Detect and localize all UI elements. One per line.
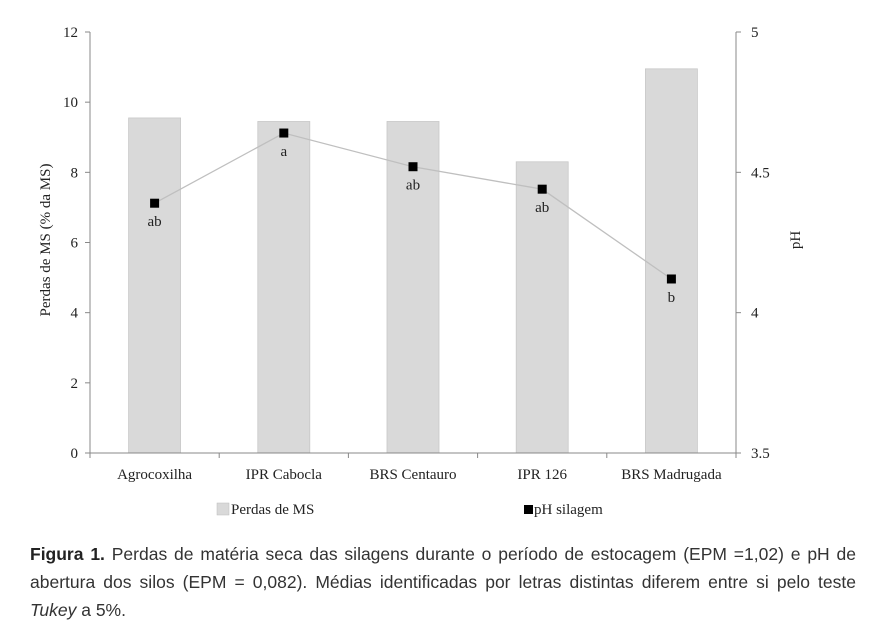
legend-swatch-bar — [216, 502, 230, 516]
legend-swatch-line — [524, 505, 533, 514]
y-tick-label: 0 — [71, 446, 79, 462]
x-tick-label: BRS Madrugada — [621, 467, 722, 483]
ph-line-layer: ab a ab ab b — [148, 128, 676, 306]
ph-point-label: ab — [148, 214, 162, 230]
y-axis-label: Perdas de MS (% da MS) — [38, 164, 54, 317]
figure-caption: Figura 1. Perdas de matéria seca das sil… — [30, 540, 856, 624]
ph-point — [666, 274, 676, 284]
ph-point-label: ab — [535, 200, 549, 216]
caption-italic: Tukey — [30, 600, 77, 620]
bars-layer — [128, 68, 698, 454]
x-tick-label: IPR Cabocla — [246, 467, 323, 483]
bar-perdas-ms — [128, 117, 182, 454]
bar-perdas-ms — [257, 121, 311, 454]
legend-label-bar: Perdas de MS — [231, 502, 314, 518]
x-tick-label: Agrocoxilha — [117, 467, 192, 483]
y2-tick-label: 4.5 — [751, 165, 770, 181]
y2-tick-label: 5 — [751, 25, 759, 41]
ph-point-label: ab — [406, 178, 420, 194]
ph-point-label: a — [280, 144, 287, 160]
y-tick-label: 4 — [71, 306, 79, 322]
x-tick-label: BRS Centauro — [369, 467, 456, 483]
y-tick-label: 6 — [71, 236, 79, 252]
ph-point — [537, 184, 547, 194]
caption-text-end: a 5%. — [76, 600, 126, 620]
y-tick-label: 8 — [71, 165, 79, 181]
bar-perdas-ms — [645, 68, 698, 454]
caption-label: Figura 1. — [30, 544, 105, 564]
legend-label-line: pH silagem — [534, 502, 603, 518]
bar-perdas-ms — [515, 161, 569, 454]
y2-tick-label: 3.5 — [751, 446, 770, 462]
bar-perdas-ms — [386, 121, 440, 454]
axes-layer: 0 2 4 6 8 10 12 3.5 4 4.5 5 Agrocoxilha IPR Cabocla B… — [63, 25, 770, 483]
chart: ab a ab ab b 0 2 4 6 8 10 12 3.5 4 4.5 5 Agrocoxilha IPR… — [38, 25, 804, 518]
ph-point — [408, 162, 418, 172]
y2-axis-label: pH — [788, 231, 804, 250]
y-tick-label: 12 — [63, 25, 78, 41]
y-tick-label: 2 — [71, 376, 79, 392]
y2-tick-label: 4 — [751, 306, 759, 322]
ph-point — [279, 128, 289, 138]
x-tick-label: IPR 126 — [517, 467, 567, 483]
ph-point-label: b — [668, 290, 676, 306]
y-tick-label: 10 — [63, 95, 78, 111]
ph-point — [150, 198, 160, 208]
legend: Perdas de MS pH silagem — [216, 502, 603, 518]
caption-text: Perdas de matéria seca das silagens dura… — [30, 544, 856, 592]
